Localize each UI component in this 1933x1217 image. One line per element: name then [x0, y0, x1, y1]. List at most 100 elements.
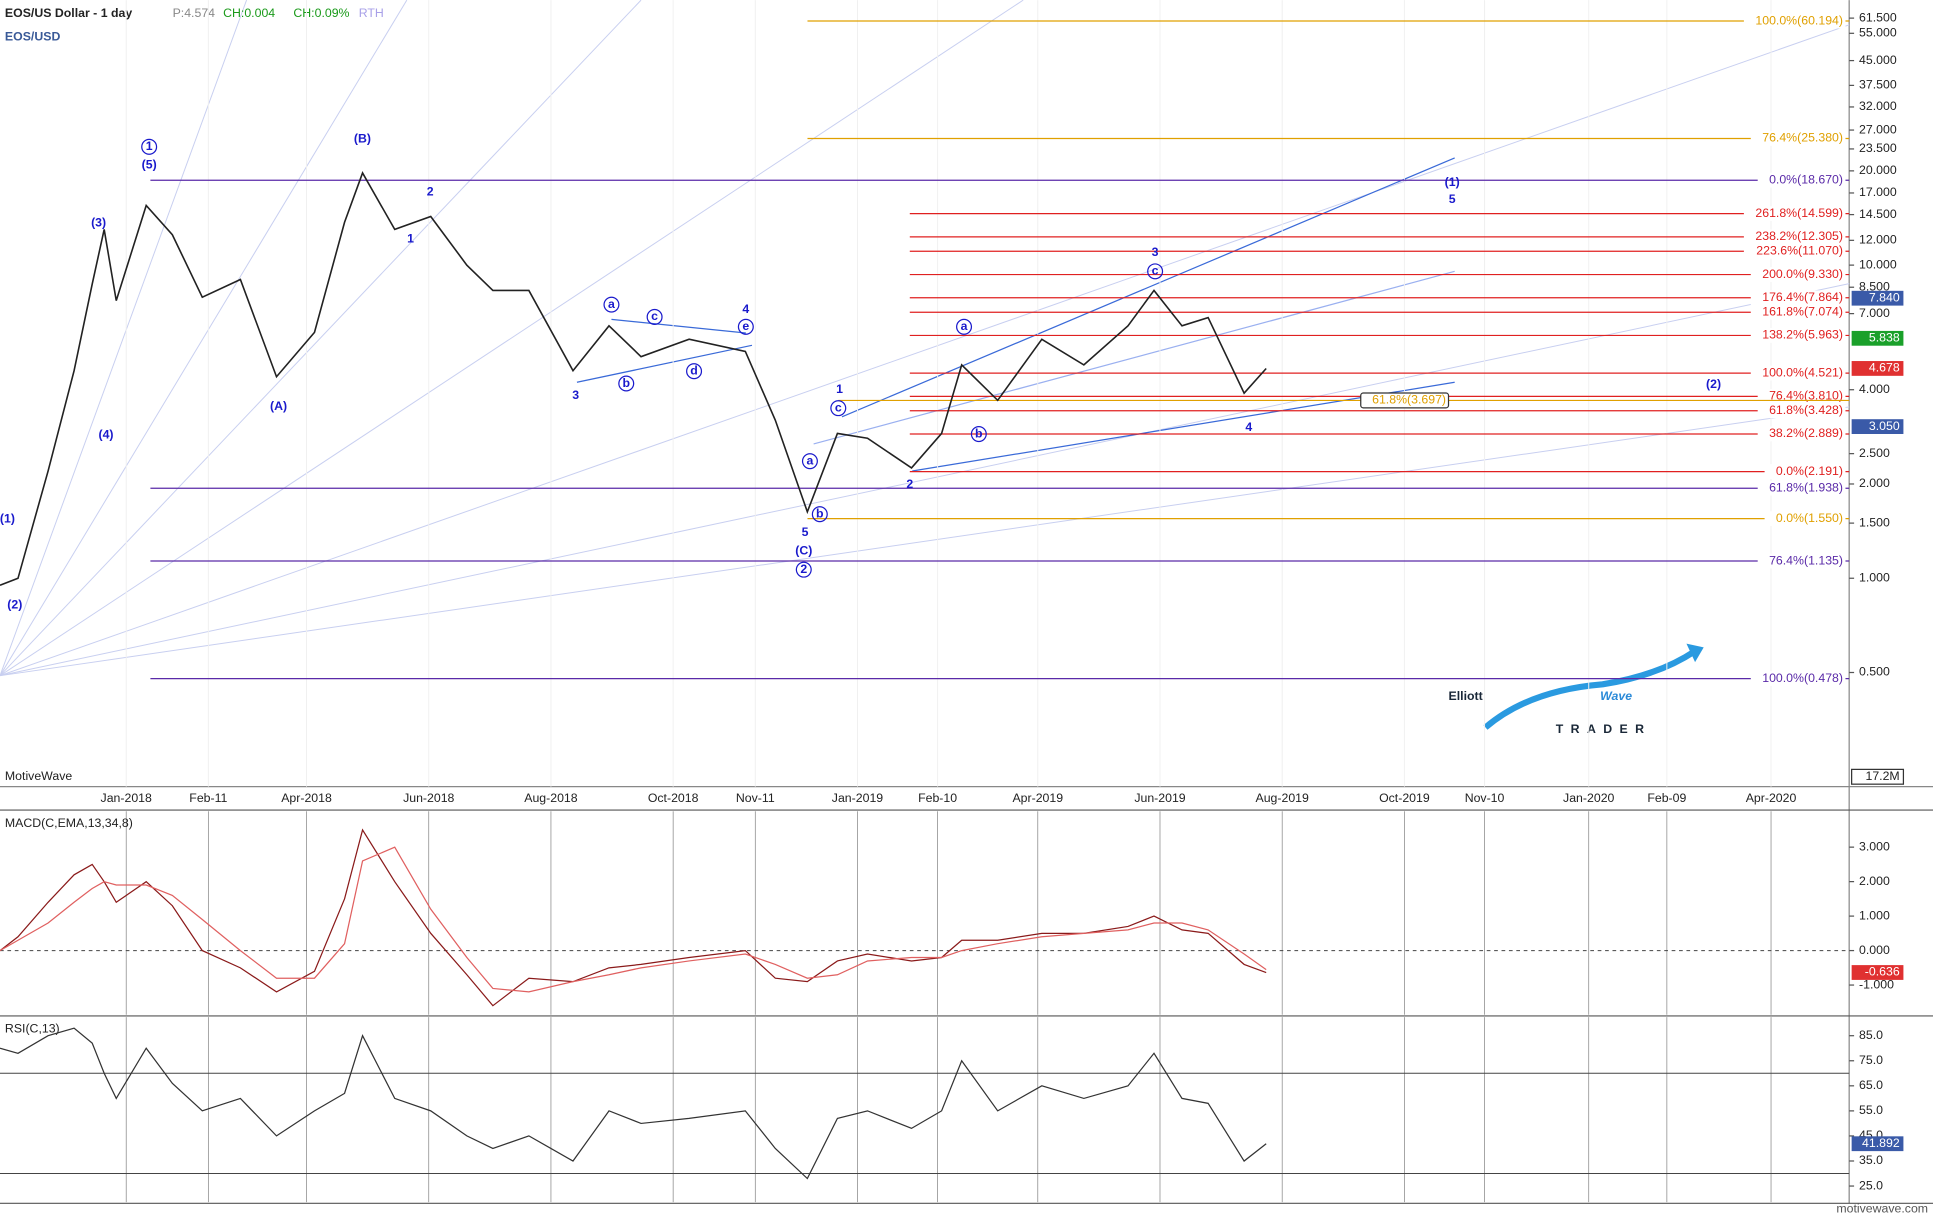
y-tick-label: 25.0 [1859, 1178, 1883, 1192]
logo-word: TRADER [1556, 722, 1652, 736]
y-tick-label: 10.000 [1859, 257, 1897, 271]
y-tick-label: 3.000 [1859, 839, 1890, 853]
fan-line [0, 283, 1850, 677]
last-value-label: 4.678 [1869, 361, 1900, 375]
logo-swoosh [1483, 648, 1697, 730]
x-tick-label: Oct-2018 [648, 791, 699, 805]
x-tick-label: Feb-09 [1647, 791, 1686, 805]
fib-label: 200.0%(9.330) [1762, 267, 1843, 281]
fib-label: 100.0%(0.478) [1762, 671, 1843, 685]
wave-label: c [835, 400, 842, 414]
wave-circle [646, 308, 663, 325]
y-tick-label: 20.000 [1859, 163, 1897, 177]
y-tick-label: 27.000 [1859, 122, 1897, 136]
y-tick-label: 61.500 [1859, 10, 1897, 24]
wave-circle [603, 296, 620, 313]
fib-label-bg [1743, 229, 1846, 245]
trend-line [611, 318, 746, 334]
fib-label-bg [1764, 511, 1846, 527]
wave-label: 5 [802, 525, 809, 539]
y-tick-label: 75.0 [1859, 1053, 1883, 1067]
wave-label: d [690, 363, 698, 377]
fib-label: 100.0%(4.521) [1762, 365, 1843, 379]
fib-label: 61.8%(1.938) [1769, 481, 1843, 495]
y-tick-label: 2.000 [1859, 874, 1890, 888]
x-tick-label: Jun-2018 [403, 791, 454, 805]
wave-circle [801, 453, 818, 470]
fib-label-bg [1743, 243, 1846, 259]
wave-label: (4) [98, 428, 113, 442]
y-tick-label: 17.000 [1859, 185, 1897, 199]
fib-label: 76.4%(25.380) [1762, 131, 1843, 145]
wave-label: a [807, 453, 814, 467]
wave-label: 3 [572, 388, 579, 402]
x-tick-label: Apr-2019 [1012, 791, 1063, 805]
symbol: EOS/USD [5, 29, 61, 43]
y-tick-label: 55.0 [1859, 1103, 1883, 1117]
y-tick-label: 32.000 [1859, 99, 1897, 113]
fan-line [0, 0, 1024, 677]
y-tick-label: 23.500 [1859, 141, 1897, 155]
y-tick-label: 4.000 [1859, 382, 1890, 396]
wave-circle [1147, 263, 1164, 280]
footer: motivewave.com [1836, 1202, 1928, 1216]
y-tick-label: 2.500 [1859, 446, 1890, 460]
fib-label: 0.0%(2.191) [1776, 464, 1843, 478]
price-marker-label: 5.838 [1869, 331, 1900, 345]
fib-label: 61.8%(3.428) [1769, 403, 1843, 417]
x-tick-label: Nov-10 [1465, 791, 1505, 805]
wave-label: (B) [354, 132, 371, 146]
last-value-marker [1851, 1136, 1904, 1152]
trend-line [813, 270, 1455, 445]
wave-circle [970, 426, 987, 443]
x-tick-label: Jan-2018 [101, 791, 152, 805]
price-marker-label: 7.840 [1869, 290, 1900, 304]
last-value-marker [1851, 965, 1904, 980]
logo-word: Wave [1600, 689, 1632, 703]
wave-label: (3) [91, 216, 106, 230]
fib-label: 0.0%(1.550) [1776, 511, 1843, 525]
y-tick-label: 1.000 [1859, 908, 1890, 922]
gann-fan [0, 0, 1850, 677]
y-tick-label: 2.000 [1859, 476, 1890, 490]
fib-label: 0.0%(18.670) [1769, 172, 1843, 186]
y-tick-label: 8.500 [1859, 279, 1890, 293]
fib-label: 238.2%(12.305) [1755, 229, 1843, 243]
wave-label: (A) [270, 399, 287, 413]
x-tick-label: Jan-2019 [832, 791, 883, 805]
fan-line [0, 24, 1850, 677]
y-tick-label: 1.500 [1859, 515, 1890, 529]
logo: Elliott Wave TRADER [1449, 643, 1704, 736]
wave-label: 2 [906, 477, 913, 491]
wave-label: 2 [800, 562, 807, 576]
price-marker [1851, 290, 1904, 306]
y-tick-label: 37.500 [1859, 78, 1897, 92]
wave-circle [737, 318, 754, 335]
last-value-marker [1851, 361, 1904, 376]
y-tick-label: 7.000 [1859, 306, 1890, 320]
x-tick-label: Feb-11 [189, 791, 227, 805]
price-marker [1851, 330, 1904, 346]
wave-circle [956, 318, 973, 335]
wave-label: 1 [836, 382, 843, 396]
wave-label: (1) [1445, 175, 1460, 189]
chart-title: EOS/US Dollar - 1 day [5, 6, 132, 20]
last-price: P:4.574 [173, 6, 216, 20]
x-tick-label: Jun-2019 [1134, 791, 1185, 805]
y-tick-label: 12.000 [1859, 233, 1897, 247]
fib-label-bg [1750, 290, 1846, 306]
wave-label: 4 [742, 302, 749, 316]
fib-label: 138.2%(5.963) [1762, 328, 1843, 342]
fib-label-bg [1757, 480, 1846, 496]
wave-label: (2) [7, 598, 22, 612]
wave-circle [811, 506, 828, 523]
y-tick-label: 45.000 [1859, 53, 1897, 67]
fib-label: 261.8%(14.599) [1755, 206, 1843, 220]
fib-label-bg [1750, 131, 1846, 146]
wave-label: b [975, 426, 983, 440]
watermark: MotiveWave [5, 769, 72, 783]
y-tick-label: 0.500 [1859, 665, 1890, 679]
y-tick-label: 0.000 [1859, 943, 1890, 957]
change-percent: CH:0.09% [293, 6, 349, 20]
